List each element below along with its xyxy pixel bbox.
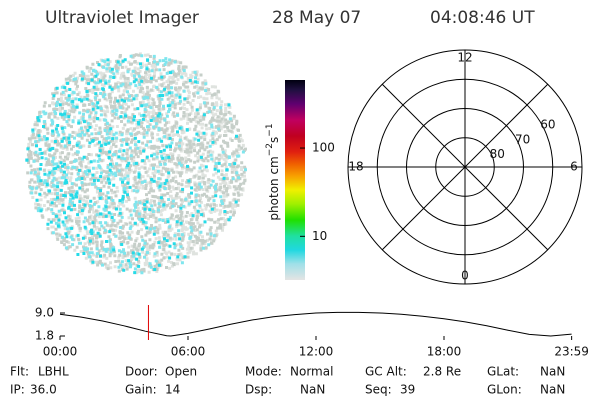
y-tick-label: 9.0 bbox=[35, 305, 54, 319]
mlt-label: 18 bbox=[348, 160, 363, 174]
mlt-label: 12 bbox=[457, 51, 472, 65]
unit-exp: −2 bbox=[265, 143, 275, 156]
x-tick-label: 18:00 bbox=[427, 345, 462, 359]
x-tick-label: 00:00 bbox=[43, 345, 78, 359]
info-label: Gain: bbox=[125, 383, 157, 397]
info-value: Normal bbox=[290, 365, 333, 379]
polar-spoke bbox=[381, 83, 549, 251]
info-label: Seq: bbox=[365, 383, 392, 397]
info-value: 39 bbox=[400, 383, 415, 397]
info-label: Door: bbox=[125, 365, 158, 379]
info-value: LBHL bbox=[38, 365, 69, 379]
info-value: Open bbox=[165, 365, 197, 379]
lat-label: 80 bbox=[490, 147, 505, 161]
info-label: Dsp: bbox=[245, 383, 272, 397]
info-panel: Flt: LBHL Door: Open Mode: Normal GC Alt: 2.8 R… bbox=[10, 365, 565, 397]
image-disk bbox=[25, 52, 248, 275]
altitude-line bbox=[59, 311, 572, 337]
info-value: 14 bbox=[165, 383, 180, 397]
mlt-label: 0 bbox=[461, 269, 469, 283]
info-label: GLat: bbox=[487, 365, 519, 379]
x-tick-label: 06:00 bbox=[171, 345, 206, 359]
info-label: GLon: bbox=[487, 383, 522, 397]
y-tick-label: 1.8 bbox=[35, 329, 54, 343]
info-value: NaN bbox=[540, 365, 565, 379]
colorbar bbox=[285, 80, 305, 280]
date: 28 May 07 bbox=[272, 8, 361, 28]
x-tick-label: 23:59 bbox=[554, 345, 589, 359]
colorbar-tick-label: 10 bbox=[312, 229, 327, 243]
lat-label: 70 bbox=[515, 132, 530, 146]
instrument-title: Ultraviolet Imager bbox=[45, 8, 199, 28]
altitude-plot: 9.0 1.8 00:00 06:00 12:00 18:00 23:59 bbox=[35, 305, 589, 359]
unit: s bbox=[267, 137, 281, 143]
time: 04:08:46 UT bbox=[430, 8, 535, 28]
lat-label: 60 bbox=[540, 118, 555, 132]
colorbar-label: photon cm−2s−1 bbox=[265, 123, 281, 220]
info-value: 2.8 Re bbox=[423, 365, 461, 379]
x-tick-label: 12:00 bbox=[299, 345, 334, 359]
colorbar-axis: 10 100 bbox=[300, 141, 335, 243]
mlt-label: 6 bbox=[570, 160, 578, 174]
info-label: IP: bbox=[10, 383, 25, 397]
unit-exp: −1 bbox=[265, 123, 275, 136]
info-value: NaN bbox=[540, 383, 565, 397]
polar-grid: 80 70 60 0 6 12 18 bbox=[347, 49, 583, 285]
info-label: GC Alt: bbox=[365, 365, 407, 379]
info-label: Flt: bbox=[10, 365, 29, 379]
info-label: Mode: bbox=[245, 365, 282, 379]
info-value: NaN bbox=[300, 383, 325, 397]
colorbar-tick-label: 100 bbox=[312, 141, 335, 155]
info-value: 36.0 bbox=[30, 383, 57, 397]
unit: photon cm bbox=[267, 156, 281, 220]
